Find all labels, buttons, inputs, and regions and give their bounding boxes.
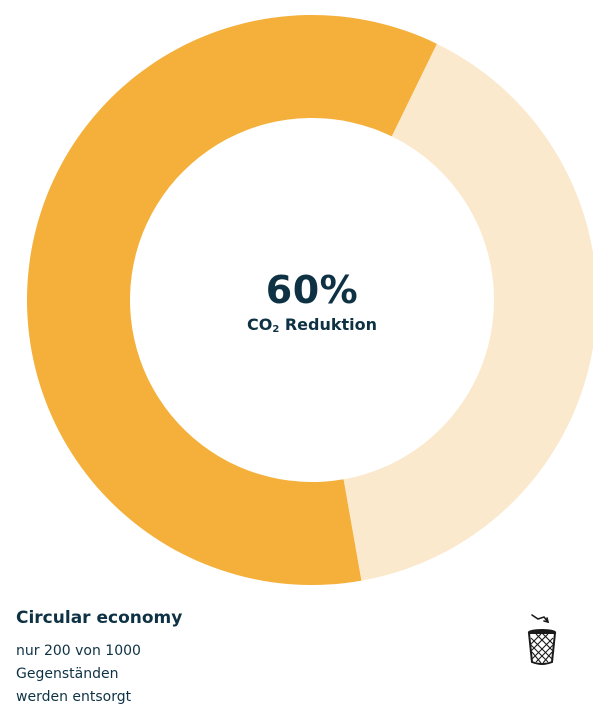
donut-segment-remaining — [343, 43, 593, 581]
donut-svg — [27, 14, 593, 586]
info-description: nur 200 von 1000 Gegenständen werden ent… — [16, 640, 496, 709]
info-description-line: nur 200 von 1000 — [16, 643, 141, 659]
center-label: CO2 Reduktion — [162, 314, 462, 341]
trash-bin-icon-svg — [527, 614, 557, 665]
donut-chart: 60% CO2 Reduktion — [27, 14, 593, 586]
center-value: 60% — [265, 268, 359, 312]
info-description-line: werden entsorgt — [16, 689, 132, 705]
trash-bin-icon — [524, 612, 560, 672]
center-label-co: CO — [246, 315, 273, 334]
center-label-subscript: 2 — [272, 324, 280, 335]
center-label-rest: Reduktion — [279, 315, 378, 334]
info-description-line: Gegenständen — [16, 666, 119, 682]
circular-economy-info: Circular economy nur 200 von 1000 Gegens… — [16, 606, 496, 709]
donut-center: 60% CO2 Reduktion — [162, 268, 462, 341]
info-title: Circular economy — [16, 608, 183, 628]
donut-segment-filled — [27, 14, 437, 586]
